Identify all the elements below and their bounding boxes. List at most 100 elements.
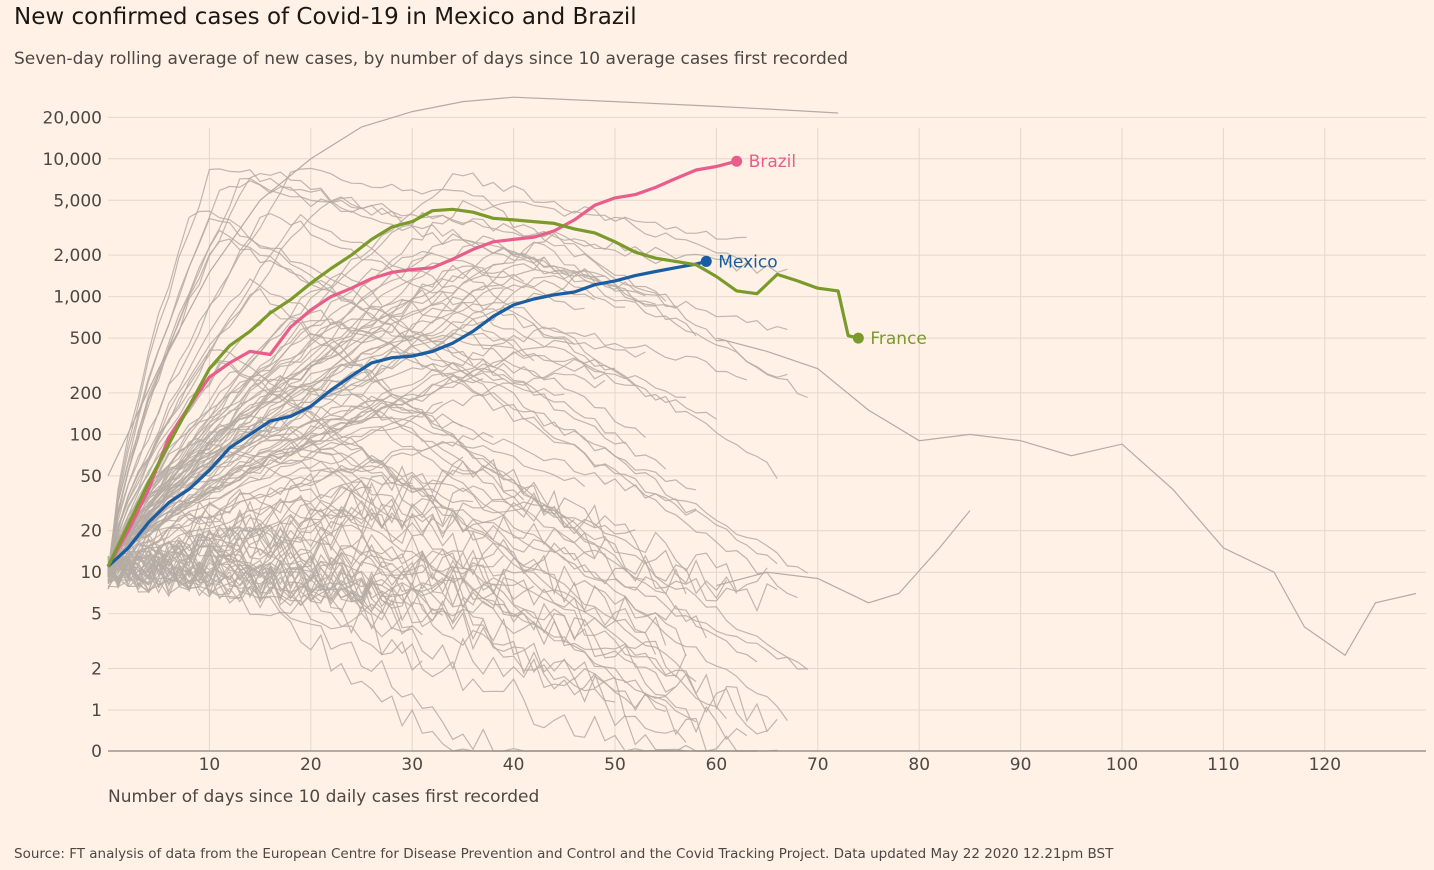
x-tick-label: 80 — [908, 755, 930, 775]
background-series-line — [107, 566, 778, 752]
series-line-mexico — [106, 259, 707, 568]
background-series-line — [107, 562, 484, 620]
background-series-line — [107, 548, 667, 646]
background-series-line — [107, 168, 606, 572]
y-tick-label: 10 — [80, 563, 102, 583]
y-tick-label: 2 — [91, 660, 102, 680]
background-series-line — [107, 96, 839, 477]
series-label-france: France — [870, 329, 927, 349]
y-tick-label: 100 — [70, 425, 102, 445]
x-tick-label: 70 — [807, 755, 829, 775]
background-series-line — [107, 552, 657, 655]
background-series-line — [107, 233, 788, 572]
y-axis-ticks: 0 1 2 5 10 20 50 100 200 500 1,000 2,000 5,000 10,000… — [43, 108, 102, 762]
background-series-line — [107, 534, 687, 743]
series-line-brazil — [106, 159, 738, 568]
x-tick-label: 120 — [1309, 755, 1341, 775]
background-series-line — [107, 491, 687, 595]
grid-lines — [108, 116, 1426, 751]
series-endpoint-france — [852, 332, 864, 344]
background-series-line — [107, 500, 423, 672]
background-series-line — [107, 501, 555, 584]
background-series-line — [107, 362, 606, 569]
background-series-line — [107, 172, 747, 571]
y-tick-label: 0 — [91, 742, 102, 762]
y-tick-label: 20,000 — [43, 108, 102, 128]
x-tick-label: 50 — [604, 755, 626, 775]
background-series-line — [107, 560, 778, 733]
background-series-line — [107, 361, 413, 568]
background-series-line — [107, 332, 646, 581]
background-series-line — [107, 171, 362, 574]
background-series-line — [107, 557, 535, 608]
background-series-line — [107, 456, 464, 576]
background-series-line — [107, 441, 809, 670]
background-series-line — [107, 326, 747, 578]
x-tick-label: 110 — [1207, 755, 1239, 775]
background-series-line — [107, 211, 677, 568]
x-axis-label: Number of days since 10 daily cases firs… — [108, 787, 539, 807]
background-series-line — [107, 542, 778, 613]
background-series-line — [107, 531, 687, 657]
chart-subtitle: Seven-day rolling average of new cases, … — [14, 49, 849, 69]
series-label-mexico: Mexico — [718, 252, 777, 272]
source-note: Source: FT analysis of data from the Eur… — [14, 846, 1114, 862]
background-series-line — [107, 199, 667, 568]
y-tick-label: 200 — [70, 384, 102, 404]
background-series-line — [716, 510, 971, 604]
background-series-line — [107, 448, 362, 572]
background-country-lines — [107, 96, 1417, 752]
background-series-line — [107, 229, 474, 576]
background-series-line — [107, 323, 778, 574]
x-tick-label: 20 — [300, 755, 322, 775]
background-series-line — [107, 557, 707, 639]
background-series-line — [107, 559, 383, 604]
background-series-line — [107, 385, 464, 571]
background-series-line — [107, 210, 504, 578]
background-series-line — [107, 331, 798, 599]
series-endpoint-brazil — [731, 155, 743, 167]
background-series-line — [107, 180, 788, 576]
background-series-line — [107, 262, 443, 568]
y-tick-label: 2,000 — [53, 246, 102, 266]
highlight-lines: Brazil Mexico France — [106, 152, 927, 568]
background-series-line — [107, 362, 565, 578]
background-series-line — [107, 448, 697, 723]
y-tick-label: 50 — [80, 467, 102, 487]
background-series-line — [716, 337, 1417, 657]
background-series-line — [107, 213, 575, 572]
series-label-brazil: Brazil — [749, 152, 796, 172]
y-tick-label: 500 — [70, 329, 102, 349]
chart-title: New confirmed cases of Covid-19 in Mexic… — [14, 4, 637, 30]
x-tick-label: 100 — [1106, 755, 1138, 775]
y-tick-label: 5 — [91, 605, 102, 625]
background-series-line — [107, 564, 443, 624]
series-line-france — [106, 207, 859, 568]
background-series-line — [107, 499, 443, 581]
background-series-line — [107, 177, 646, 572]
background-series-line — [107, 519, 525, 617]
background-series-line — [107, 238, 413, 571]
background-series-line — [107, 358, 687, 571]
x-axis-ticks: 10 20 30 40 50 60 70 80 90 100 110 120 — [199, 755, 1341, 775]
background-series-line — [107, 358, 626, 578]
background-series-line — [107, 212, 605, 571]
chart-svg: Brazil Mexico France 0 1 2 5 10 20 50 100 200 500 1,… — [43, 96, 1426, 807]
y-tick-label: 10,000 — [43, 150, 102, 170]
x-tick-label: 30 — [401, 755, 423, 775]
background-series-line — [107, 250, 595, 571]
x-tick-label: 40 — [503, 755, 525, 775]
background-series-line — [107, 275, 626, 570]
x-tick-label: 90 — [1010, 755, 1032, 775]
background-series-line — [107, 289, 535, 570]
y-tick-label: 20 — [80, 522, 102, 542]
y-tick-label: 5,000 — [53, 191, 102, 211]
background-series-line — [107, 533, 768, 735]
background-series-line — [107, 167, 747, 571]
series-endpoint-mexico — [700, 255, 712, 267]
background-series-line — [107, 217, 809, 578]
background-series-line — [107, 265, 514, 572]
background-series-line — [107, 460, 728, 600]
y-tick-label: 1,000 — [53, 288, 102, 308]
x-tick-label: 10 — [199, 755, 221, 775]
